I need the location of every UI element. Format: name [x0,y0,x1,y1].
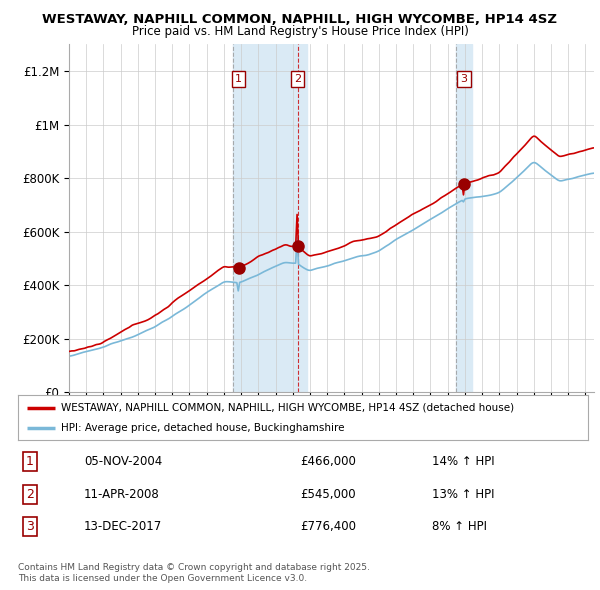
Text: Price paid vs. HM Land Registry's House Price Index (HPI): Price paid vs. HM Land Registry's House … [131,25,469,38]
Text: WESTAWAY, NAPHILL COMMON, NAPHILL, HIGH WYCOMBE, HP14 4SZ: WESTAWAY, NAPHILL COMMON, NAPHILL, HIGH … [43,13,557,26]
Text: 2: 2 [26,487,34,501]
Text: 05-NOV-2004: 05-NOV-2004 [84,455,162,468]
Text: 1: 1 [26,455,34,468]
Text: 13-DEC-2017: 13-DEC-2017 [84,520,162,533]
Text: WESTAWAY, NAPHILL COMMON, NAPHILL, HIGH WYCOMBE, HP14 4SZ (detached house): WESTAWAY, NAPHILL COMMON, NAPHILL, HIGH … [61,403,514,412]
Text: 13% ↑ HPI: 13% ↑ HPI [432,487,494,501]
Text: 1: 1 [235,74,242,84]
Text: 3: 3 [461,74,467,84]
Bar [456,44,472,392]
Text: 14% ↑ HPI: 14% ↑ HPI [432,455,494,468]
Text: £776,400: £776,400 [300,520,356,533]
Text: 8% ↑ HPI: 8% ↑ HPI [432,520,487,533]
Text: 11-APR-2008: 11-APR-2008 [84,487,160,501]
Text: 3: 3 [26,520,34,533]
Bar [233,44,307,392]
Text: 2: 2 [294,74,301,84]
Text: Contains HM Land Registry data © Crown copyright and database right 2025.
This d: Contains HM Land Registry data © Crown c… [18,563,370,583]
Text: HPI: Average price, detached house, Buckinghamshire: HPI: Average price, detached house, Buck… [61,424,344,434]
Text: £466,000: £466,000 [300,455,356,468]
Text: £545,000: £545,000 [300,487,356,501]
